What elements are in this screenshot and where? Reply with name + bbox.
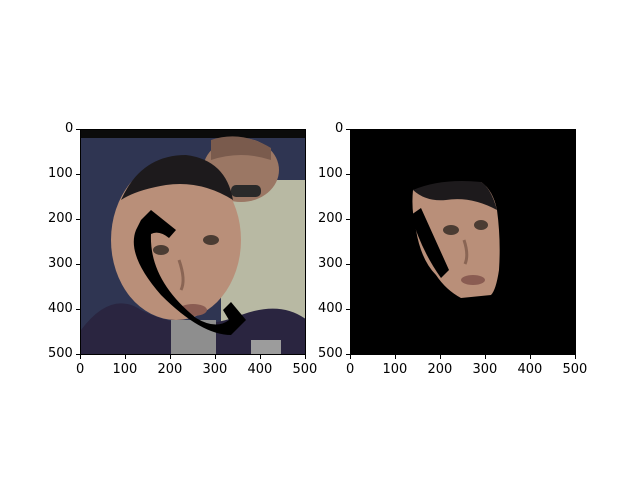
left-x-tick	[125, 355, 126, 359]
left-y-tick	[76, 129, 80, 130]
right-y-tick	[346, 354, 350, 355]
right-y-tick	[346, 174, 350, 175]
left-y-tick	[76, 219, 80, 220]
right-x-tick-label: 0	[346, 362, 355, 377]
right-x-tick-label: 200	[427, 362, 453, 377]
left-x-tick	[305, 355, 306, 359]
left-x-tick-label: 0	[76, 362, 85, 377]
right-x-tick-label: 300	[472, 362, 498, 377]
left-y-tick	[76, 309, 80, 310]
right-y-tick	[346, 309, 350, 310]
right-x-tick	[395, 355, 396, 359]
left-image-panel	[80, 129, 306, 355]
left-x-tick	[215, 355, 216, 359]
left-x-tick-label: 200	[157, 362, 183, 377]
left-y-tick-label: 100	[48, 166, 73, 181]
right-y-tick-label: 500	[318, 346, 343, 361]
right-x-tick	[485, 355, 486, 359]
left-photo	[81, 130, 305, 354]
right-y-tick-label: 300	[318, 256, 343, 271]
right-x-tick	[575, 355, 576, 359]
right-y-tick-label: 0	[335, 121, 344, 136]
left-x-tick	[170, 355, 171, 359]
right-y-tick	[346, 264, 350, 265]
left-x-tick-label: 300	[202, 362, 228, 377]
right-y-tick	[346, 219, 350, 220]
right-y-tick-label: 400	[318, 301, 343, 316]
right-x-tick-label: 500	[562, 362, 588, 377]
left-y-tick-label: 200	[48, 211, 73, 226]
left-y-tick-label: 0	[65, 121, 74, 136]
left-y-tick	[76, 264, 80, 265]
left-x-tick-label: 100	[112, 362, 138, 377]
right-y-tick-label: 200	[318, 211, 343, 226]
left-y-tick	[76, 174, 80, 175]
right-x-tick	[530, 355, 531, 359]
right-x-tick	[440, 355, 441, 359]
left-x-tick	[80, 355, 81, 359]
right-y-tick	[346, 129, 350, 130]
left-y-tick	[76, 354, 80, 355]
left-x-tick	[260, 355, 261, 359]
left-x-tick-label: 500	[292, 362, 318, 377]
right-y-tick-label: 100	[318, 166, 343, 181]
left-y-tick-label: 300	[48, 256, 73, 271]
right-image-panel	[350, 129, 576, 355]
left-x-tick-label: 400	[247, 362, 273, 377]
right-x-tick-label: 100	[382, 362, 408, 377]
left-y-tick-label: 400	[48, 301, 73, 316]
left-y-tick-label: 500	[48, 346, 73, 361]
right-x-tick-label: 400	[517, 362, 543, 377]
right-x-tick	[350, 355, 351, 359]
right-photo	[351, 130, 575, 354]
